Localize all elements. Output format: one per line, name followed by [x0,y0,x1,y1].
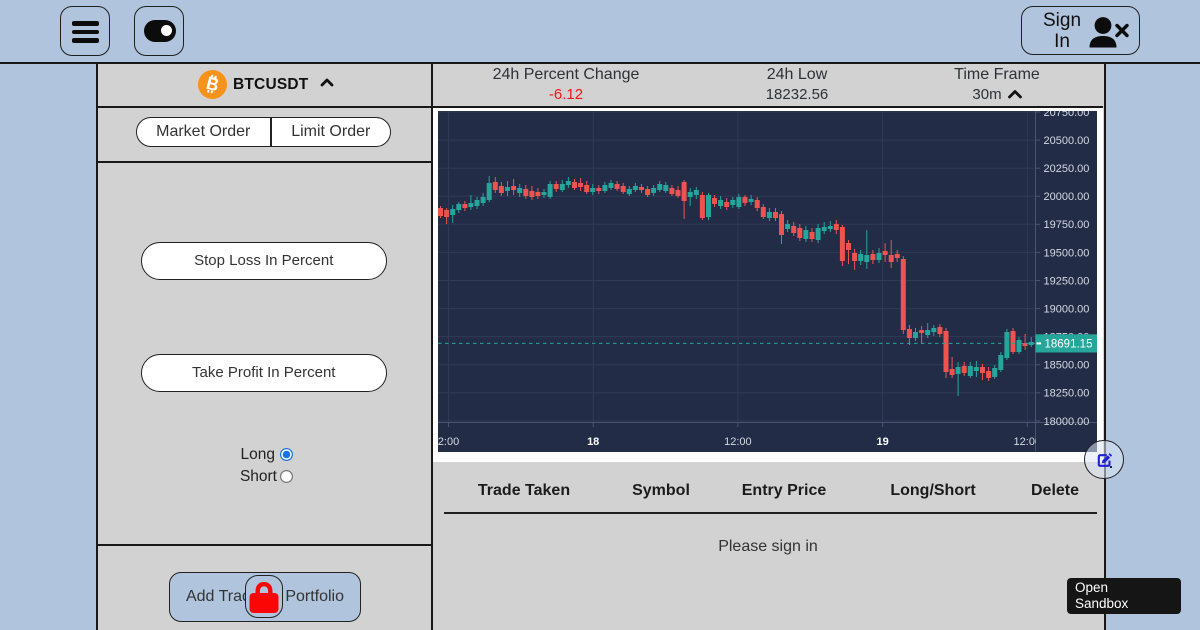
svg-text:19000.00: 19000.00 [1044,304,1090,316]
svg-text:20000.00: 20000.00 [1044,191,1090,203]
svg-text:20250.00: 20250.00 [1044,163,1090,175]
svg-text:19: 19 [876,436,888,448]
svg-text:20750.00: 20750.00 [1044,111,1090,119]
svg-text:18: 18 [587,436,599,448]
svg-text:18500.00: 18500.00 [1044,360,1090,372]
svg-text:19250.00: 19250.00 [1044,275,1090,287]
svg-text:19750.00: 19750.00 [1044,219,1090,231]
svg-text:18250.00: 18250.00 [1044,388,1090,400]
svg-text:18000.00: 18000.00 [1044,416,1090,428]
svg-text:20500.00: 20500.00 [1044,135,1090,147]
svg-text:12:00: 12:00 [1014,436,1042,448]
svg-text:2:00: 2:00 [438,436,459,448]
svg-text:19500.00: 19500.00 [1044,247,1090,259]
svg-text:18691.15: 18691.15 [1045,338,1093,350]
svg-text:12:00: 12:00 [724,436,752,448]
